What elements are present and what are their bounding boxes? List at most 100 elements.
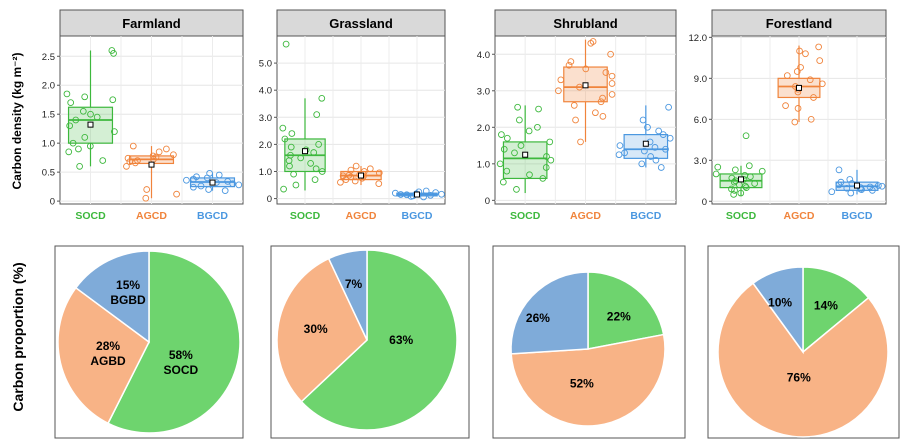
data-point [190, 183, 197, 191]
data-point [422, 187, 430, 195]
x-category-label: AGCD [784, 210, 815, 222]
data-point [235, 181, 243, 189]
data-point [782, 102, 789, 110]
box-agcd: AGCD [777, 43, 826, 222]
data-point [279, 124, 287, 132]
data-point [572, 116, 579, 124]
x-category-label: AGCD [570, 210, 601, 222]
data-point [857, 185, 864, 193]
data-point [783, 72, 791, 79]
data-point [72, 116, 80, 124]
data-point [503, 134, 511, 142]
panel-title: Forestland [766, 16, 833, 31]
data-point [659, 131, 667, 138]
data-point [366, 165, 374, 173]
pie-chart-1: 58%SOCD 28%AGBD 15%BGBD [54, 245, 244, 439]
data-point [67, 99, 75, 106]
data-point [652, 156, 660, 164]
data-point [639, 116, 647, 124]
pie-slice [74, 250, 150, 344]
data-point [597, 98, 605, 106]
data-point [215, 171, 223, 179]
panel-title: Shrubland [553, 16, 617, 31]
pie-slice-label: 15% [116, 278, 140, 292]
y-tick-label: 2.0 [42, 81, 55, 92]
pie-slice [510, 271, 589, 355]
pie-chart-4: 14% 76% 10% [707, 245, 900, 439]
data-point [608, 80, 616, 87]
data-point [818, 80, 826, 88]
x-category-label: AGCD [346, 210, 377, 222]
data-point [81, 93, 89, 101]
data-point [318, 168, 326, 175]
data-point [287, 143, 295, 151]
mean-marker [522, 151, 529, 158]
data-point [592, 109, 599, 117]
data-point [607, 50, 614, 58]
data-point [173, 190, 180, 198]
mean-marker [854, 182, 860, 189]
data-point [793, 68, 801, 75]
data-point [615, 151, 623, 159]
data-point [197, 182, 205, 190]
data-point [297, 154, 305, 162]
panel-title: Grassland [329, 16, 393, 31]
data-point [758, 167, 766, 175]
data-point [432, 189, 439, 196]
data-point [315, 141, 322, 148]
data-point [608, 72, 616, 80]
data-point [229, 180, 237, 188]
pie-slice-label: 7% [345, 277, 363, 291]
y-tick-label: 3.0 [694, 156, 707, 167]
panel-forestland: Forestland 0 3.0 6.0 9.0 12.0 SOCD AGCD BGCD [689, 9, 887, 222]
x-category-label: SOCD [75, 210, 106, 222]
data-point [313, 111, 321, 118]
pie-slice-label: 14% [814, 298, 838, 312]
data-point [641, 147, 648, 155]
data-point [647, 153, 654, 160]
data-point [712, 170, 720, 178]
data-point [311, 176, 319, 183]
data-point [791, 118, 799, 126]
y-tick-label: 4.0 [477, 50, 490, 61]
pie-slice [300, 249, 458, 431]
data-point [203, 174, 211, 182]
data-point [557, 76, 565, 84]
data-point [741, 182, 749, 190]
data-point [503, 167, 511, 175]
mean-marker [209, 179, 216, 186]
y-tick-label: 2.0 [259, 140, 272, 151]
x-category-label: BGCD [402, 210, 433, 222]
data-point [866, 183, 874, 191]
data-point [513, 186, 520, 193]
y-tick-label: 5.0 [259, 59, 272, 70]
mean-marker [642, 140, 649, 147]
data-point [403, 191, 411, 199]
pie-chart-2: 63% 30% 7% [270, 245, 470, 439]
pie-slice-label: 22% [607, 310, 631, 324]
data-point [286, 162, 293, 170]
data-point [69, 139, 77, 147]
data-point [281, 135, 289, 143]
data-point [587, 39, 595, 47]
mean-marker [87, 121, 94, 128]
data-point [312, 165, 320, 173]
data-point [111, 128, 118, 135]
mean-marker [358, 172, 364, 179]
data-point [730, 191, 737, 198]
y-tick-label: 0 [50, 197, 55, 208]
pie-slice [751, 266, 804, 355]
data-point [616, 142, 624, 149]
data-point [644, 123, 651, 131]
x-category-label: SOCD [290, 210, 321, 222]
data-point [565, 61, 573, 69]
data-point [65, 148, 73, 156]
y-tick-label: 1.0 [477, 159, 490, 170]
y-tick-label: 0.5 [42, 168, 55, 179]
pie-slice-sublabel: SOCD [164, 363, 199, 377]
pie-slice-label: 63% [389, 333, 413, 347]
data-point [375, 180, 383, 188]
data-point [99, 157, 107, 164]
data-point [728, 185, 735, 193]
panel-shrubland: Shrubland 0 1.0 2.0 3.0 4.0 SOCD AGCD BGCD [477, 9, 677, 222]
